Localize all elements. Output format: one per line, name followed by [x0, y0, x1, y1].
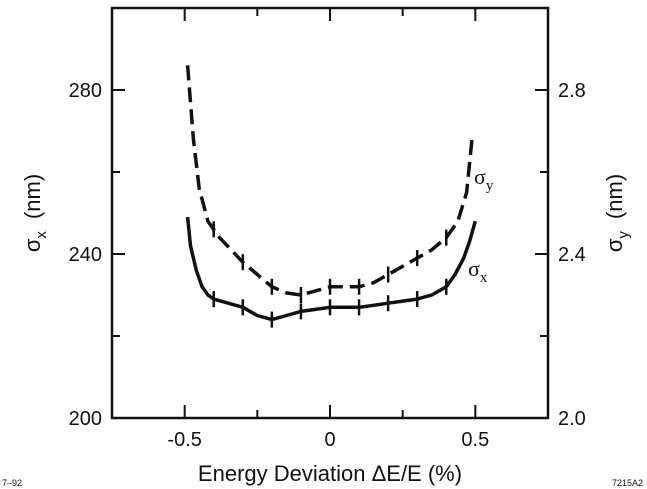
series-label-sigma-x: σx — [468, 256, 488, 286]
series-label-sigma-y: σy — [474, 164, 494, 194]
series-layer — [185, 65, 477, 328]
corner-note-left: 7–92 — [2, 478, 22, 488]
y-left-tick-label: 280 — [69, 80, 102, 102]
left-y-axis-title: σx(nm) — [20, 174, 50, 252]
y-right-tick-label: 2.0 — [558, 408, 586, 430]
series-line-sigma-x — [185, 216, 477, 322]
plot-frame — [110, 6, 550, 420]
left-y-axis-ticks: 200 240 280 — [69, 80, 125, 430]
x-tick-label: -0.5 — [167, 429, 201, 451]
corner-note-right: 7215A2 — [612, 478, 643, 488]
series-line-sigma-y — [185, 65, 475, 297]
y-right-tick-label: 2.4 — [558, 244, 586, 266]
x-tick-label: 0 — [324, 429, 335, 451]
x-axis-title: Energy Deviation ΔE/E (%) — [198, 461, 462, 486]
right-y-axis-title: σy(nm) — [602, 174, 632, 252]
y-right-tick-label: 2.8 — [558, 80, 586, 102]
y-left-tick-label: 240 — [69, 244, 102, 266]
y-left-tick-label: 200 — [69, 408, 102, 430]
x-axis-ticks: -0.5 0 0.5 — [167, 8, 489, 451]
right-y-axis-ticks: 2.0 2.4 2.8 — [535, 80, 586, 430]
x-tick-label: 0.5 — [461, 429, 489, 451]
